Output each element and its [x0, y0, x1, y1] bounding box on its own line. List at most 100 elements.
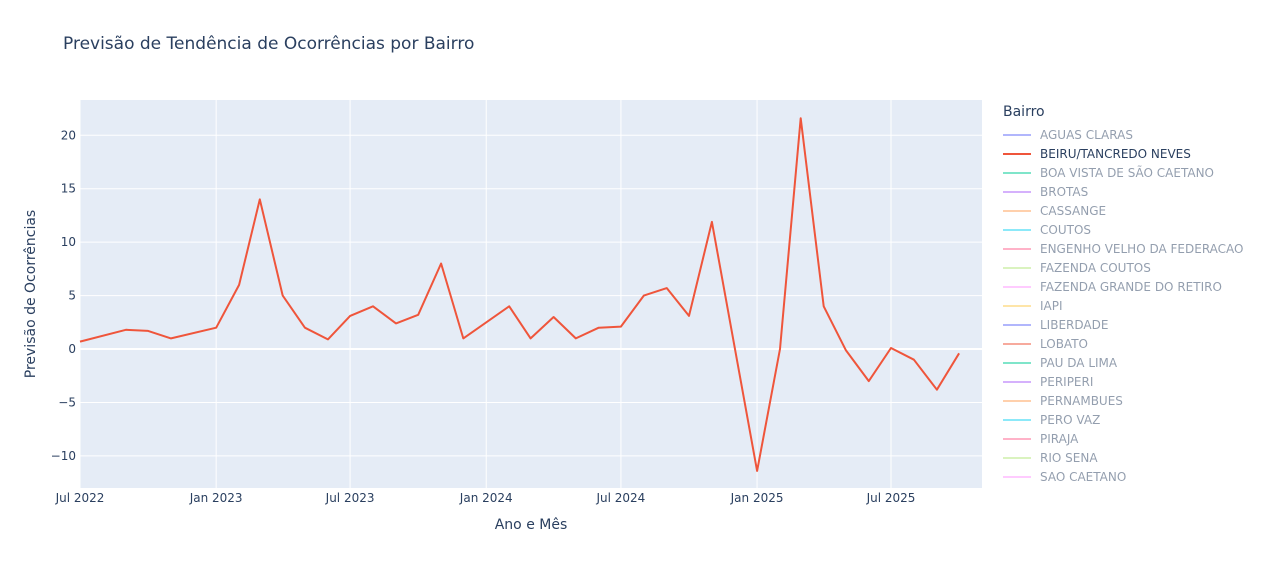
data-point — [214, 325, 219, 330]
data-point — [934, 387, 939, 392]
y-tick-label: 0 — [68, 342, 76, 356]
data-point — [641, 293, 646, 298]
legend-swatch — [1003, 342, 1031, 345]
legend-item-rio-sena[interactable]: RIO SENA — [1003, 448, 1244, 467]
legend-swatch — [1003, 133, 1031, 136]
data-point — [664, 286, 669, 291]
legend-swatch — [1003, 171, 1031, 174]
legend-swatch — [1003, 361, 1031, 364]
data-point — [888, 345, 893, 350]
legend-label: BOA VISTA DE SÃO CAETANO — [1040, 165, 1214, 180]
y-tick-label: −5 — [58, 395, 76, 409]
data-point — [798, 116, 803, 121]
legend-item-cassange[interactable]: CASSANGE — [1003, 201, 1244, 220]
legend-swatch — [1003, 228, 1031, 231]
legend-title: Bairro — [1003, 104, 1045, 120]
x-tick-labels: Jul 2022 Jan 2023 Jul 2023 Jan 2024 Jul 2024… — [55, 491, 916, 505]
data-point — [169, 336, 174, 341]
data-point — [596, 325, 601, 330]
legend-item-beiru-tancredo-neves[interactable]: BEIRU/TANCREDO NEVES — [1003, 144, 1244, 163]
legend-item-coutos[interactable]: COUTOS — [1003, 220, 1244, 239]
legend-item-piraja[interactable]: PIRAJA — [1003, 429, 1244, 448]
legend-item-sao-caetano[interactable]: SAO CAETANO — [1003, 467, 1244, 486]
data-point — [461, 336, 466, 341]
legend-item-engenho-velho-da-federacao[interactable]: ENGENHO VELHO DA FEDERACAO — [1003, 239, 1244, 258]
x-tick-label: Jul 2022 — [55, 491, 105, 505]
legend-item-pau-da-lima[interactable]: PAU DA LIMA — [1003, 353, 1244, 372]
legend-label: IAPI — [1040, 298, 1063, 313]
series-layer — [79, 116, 962, 472]
legend-item-aguas-claras[interactable]: AGUAS CLARAS — [1003, 125, 1244, 144]
legend-swatch — [1003, 418, 1031, 421]
data-point — [777, 347, 782, 352]
data-point — [573, 336, 578, 341]
legend-label: PAU DA LIMA — [1040, 355, 1118, 370]
data-point — [416, 312, 421, 317]
data-point — [280, 293, 285, 298]
legend-label: CASSANGE — [1040, 203, 1107, 218]
legend-item-periperi[interactable]: PERIPERI — [1003, 372, 1244, 391]
legend-item-fazenda-coutos[interactable]: FAZENDA COUTOS — [1003, 258, 1244, 277]
legend-swatch — [1003, 190, 1031, 193]
legend: Bairro AGUAS CLARAS BEIRU/TANCREDO NEVES B… — [1003, 104, 1244, 486]
legend-items: AGUAS CLARAS BEIRU/TANCREDO NEVES BOA VIST… — [1003, 125, 1244, 486]
legend-label: BROTAS — [1040, 184, 1089, 199]
legend-label: PERNAMBUES — [1040, 393, 1123, 408]
legend-item-iapi[interactable]: IAPI — [1003, 296, 1244, 315]
legend-swatch — [1003, 304, 1031, 307]
data-point — [957, 351, 962, 356]
series-line-beiru-tancredo-neves — [79, 117, 960, 472]
y-tick-label: 10 — [61, 235, 76, 249]
legend-swatch — [1003, 456, 1031, 459]
data-point — [393, 321, 398, 326]
legend-swatch — [1003, 323, 1031, 326]
y-tick-label: 5 — [68, 289, 76, 303]
legend-label: LIBERDADE — [1040, 317, 1109, 332]
legend-label: PERO VAZ — [1040, 412, 1101, 427]
data-point — [302, 325, 307, 330]
x-tick-label: Jan 2024 — [459, 491, 513, 505]
chart-title: Previsão de Tendência de Ocorrências por… — [63, 34, 475, 54]
y-gridlines — [80, 134, 982, 457]
legend-item-pero-vaz[interactable]: PERO VAZ — [1003, 410, 1244, 429]
legend-item-fazenda-grande-do-retiro[interactable]: FAZENDA GRANDE DO RETIRO — [1003, 277, 1244, 296]
legend-item-liberdade[interactable]: LIBERDADE — [1003, 315, 1244, 334]
legend-item-pernambues[interactable]: PERNAMBUES — [1003, 391, 1244, 410]
legend-swatch — [1003, 399, 1031, 402]
y-tick-labels: 20 15 10 5 0 −5 −10 — [51, 128, 76, 463]
data-point — [146, 328, 151, 333]
legend-item-lobato[interactable]: LOBATO — [1003, 334, 1244, 353]
data-point — [123, 327, 128, 332]
data-point — [257, 197, 262, 202]
data-point — [507, 304, 512, 309]
legend-label: SAO CAETANO — [1040, 469, 1127, 484]
legend-item-boa-vista-de-s-o-caetano[interactable]: BOA VISTA DE SÃO CAETANO — [1003, 163, 1244, 182]
legend-swatch — [1003, 437, 1031, 440]
x-tick-label: Jul 2024 — [595, 491, 645, 505]
y-tick-label: 15 — [61, 182, 76, 196]
x-tick-label: Jan 2023 — [189, 491, 243, 505]
legend-label: RIO SENA — [1040, 450, 1098, 465]
data-point — [325, 337, 330, 342]
legend-label: PERIPERI — [1040, 374, 1094, 389]
data-point — [618, 324, 623, 329]
x-tick-label: Jul 2023 — [325, 491, 375, 505]
legend-swatch — [1003, 209, 1031, 212]
x-tick-label: Jan 2025 — [730, 491, 784, 505]
legend-label: FAZENDA COUTOS — [1040, 260, 1151, 275]
data-point — [843, 348, 848, 353]
data-point — [911, 357, 916, 362]
legend-label: LOBATO — [1040, 336, 1088, 351]
data-point — [237, 282, 242, 287]
y-tick-label: −10 — [51, 449, 76, 463]
data-point — [551, 314, 556, 319]
data-point — [439, 261, 444, 266]
legend-swatch — [1003, 152, 1031, 155]
legend-swatch — [1003, 247, 1031, 250]
legend-label: ENGENHO VELHO DA FEDERACAO — [1040, 241, 1244, 256]
legend-item-brotas[interactable]: BROTAS — [1003, 182, 1244, 201]
y-tick-label: 20 — [61, 128, 76, 142]
data-point — [371, 304, 376, 309]
legend-label: BEIRU/TANCREDO NEVES — [1040, 146, 1191, 161]
